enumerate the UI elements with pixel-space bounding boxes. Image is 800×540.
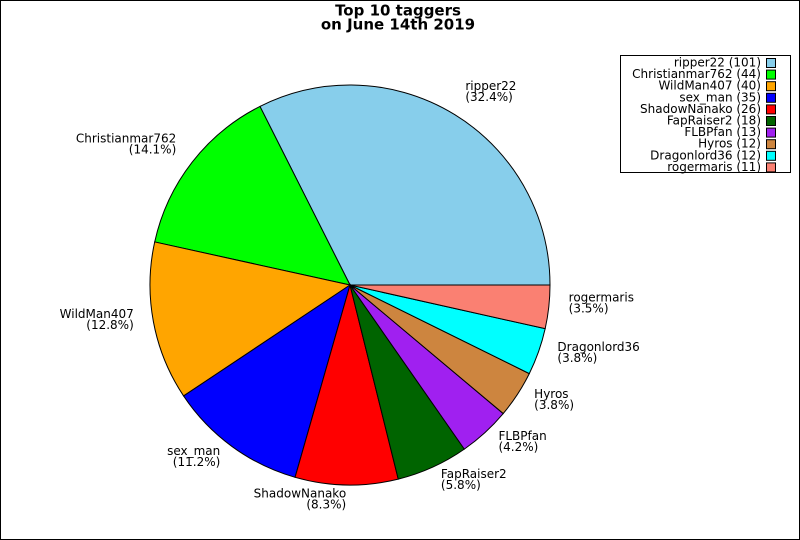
slice-label: sex_man (167, 444, 220, 458)
slice-label: Christianmar762 (76, 132, 176, 146)
slice-percent: (5.8%) (441, 478, 481, 492)
slice-percent: (8.3%) (306, 497, 346, 511)
legend-label: FLBPfan (13) (684, 125, 761, 139)
legend-swatch (766, 92, 776, 103)
legend-swatch (766, 127, 776, 138)
legend-label: Dragonlord36 (12) (650, 148, 761, 162)
slice-label: ShadowNanako (254, 486, 347, 500)
legend-label: FapRaiser2 (18) (667, 114, 761, 128)
legend-swatch (766, 104, 776, 115)
legend-label: rogermaris (11) (667, 160, 761, 174)
slice-label: FLBPfan (498, 429, 546, 443)
legend-swatch (766, 116, 776, 126)
slice-label: Dragonlord36 (557, 340, 639, 354)
slice-percent: (3.8%) (534, 398, 574, 412)
slice-percent: (4.2%) (498, 440, 538, 454)
pie-slice (259, 84, 551, 286)
chart-title: Top 10 taggers (335, 2, 461, 20)
slice-percent: (3.8%) (557, 351, 597, 365)
legend-swatch (766, 150, 776, 161)
chart-title: on June 14th 2019 (321, 16, 475, 34)
slice-label: WildMan407 (60, 307, 134, 321)
slice-label: rogermaris (569, 291, 634, 305)
slice-label: ripper22 (465, 79, 516, 93)
pie-slice (294, 283, 399, 486)
slice-label: FapRaiser2 (441, 467, 507, 481)
pie-slice (349, 284, 551, 330)
legend-label: WildMan407 (40) (658, 79, 761, 93)
legend-box (620, 55, 791, 173)
legend-label: ripper22 (101) (674, 56, 761, 70)
legend-swatch (766, 162, 776, 173)
legend-label: Christianmar762 (44) (632, 67, 761, 81)
slice-percent: (12.8%) (86, 318, 133, 332)
slice-percent: (14.1%) (129, 143, 176, 157)
pie-slice (149, 241, 352, 397)
slice-percent: (3.5%) (569, 302, 609, 316)
legend-swatch (766, 69, 776, 80)
slice-percent: (32.4%) (465, 90, 512, 104)
legend-label: ShadowNanako (26) (640, 102, 761, 116)
slice-percent: (11.2%) (173, 455, 220, 469)
legend-swatch (766, 139, 776, 150)
legend-label: Hyros (12) (698, 137, 761, 151)
legend-swatch (766, 81, 776, 92)
legend-swatch (766, 58, 776, 68)
slice-label: Hyros (534, 387, 568, 401)
legend-label: sex_man (35) (679, 90, 761, 104)
pie-slice (154, 105, 351, 286)
